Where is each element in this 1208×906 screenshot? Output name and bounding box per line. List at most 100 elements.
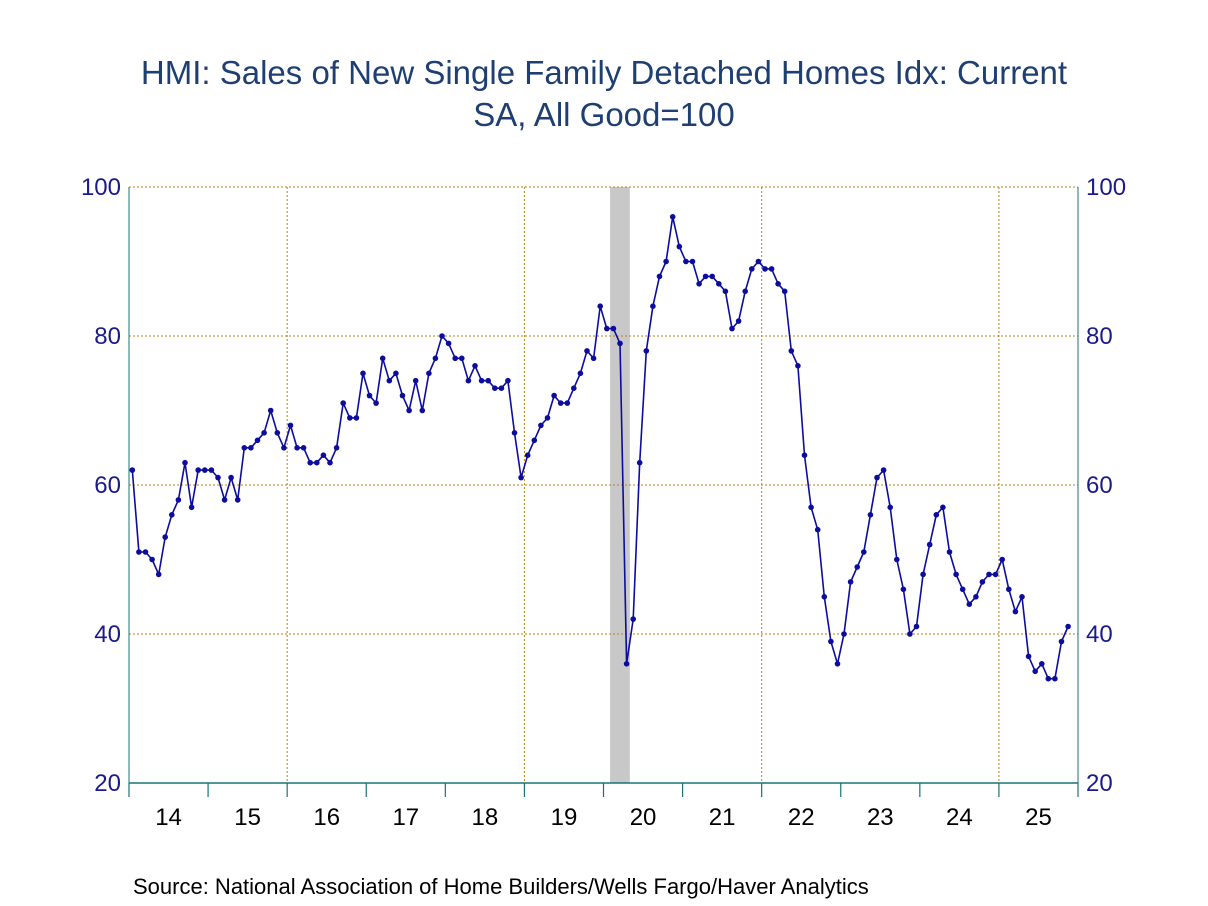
data-point [412, 377, 419, 384]
data-point [834, 661, 841, 667]
data-point [768, 266, 775, 272]
data-point [142, 549, 149, 555]
data-point [894, 556, 900, 563]
x-tick-label: 20 [630, 804, 657, 831]
data-point [287, 422, 294, 429]
data-point [709, 273, 715, 280]
data-point [1019, 594, 1025, 600]
y-tick-label-right: 100 [1086, 174, 1126, 201]
data-point [636, 459, 643, 466]
data-point [459, 355, 465, 362]
data-point [650, 303, 656, 310]
data-point [254, 437, 261, 444]
data-point [188, 504, 195, 511]
data-point [511, 430, 518, 436]
x-tick-label: 22 [788, 804, 815, 831]
data-point [571, 385, 577, 392]
data-point [933, 512, 940, 518]
data-point [716, 281, 722, 287]
data-point [307, 459, 314, 466]
data-point [228, 474, 234, 481]
data-point [861, 549, 867, 555]
data-point [195, 467, 201, 473]
y-tick-label-right: 60 [1086, 472, 1113, 499]
recession-band [610, 187, 630, 783]
data-point [234, 497, 241, 503]
data-point [854, 564, 860, 570]
data-point [926, 541, 933, 548]
data-point [814, 526, 821, 533]
data-point [656, 273, 663, 280]
data-point [472, 363, 478, 369]
data-point [689, 258, 696, 265]
data-point [874, 474, 880, 481]
x-tick-label: 23 [867, 804, 894, 831]
y-tick-label-left: 80 [94, 323, 121, 350]
data-point [221, 497, 228, 503]
data-point [445, 340, 452, 347]
x-tick-label: 15 [234, 804, 261, 831]
data-point [973, 594, 979, 600]
data-point [406, 407, 412, 414]
data-point [610, 325, 617, 332]
data-point [564, 400, 571, 406]
data-point [393, 370, 399, 377]
data-point [155, 571, 162, 578]
data-point [880, 467, 887, 473]
data-point [327, 459, 333, 466]
x-tick-label: 19 [551, 804, 578, 831]
y-tick-label-right: 80 [1086, 323, 1113, 350]
data-point [604, 325, 610, 332]
y-tick-label-left: 40 [94, 621, 121, 648]
data-point [215, 474, 221, 481]
data-point [992, 571, 999, 578]
data-point [1052, 675, 1058, 682]
data-point [347, 415, 353, 421]
chart-title-line-1: HMI: Sales of New Single Family Detached… [140, 54, 1068, 91]
data-point [913, 623, 920, 630]
data-point [274, 430, 281, 436]
data-point [485, 377, 492, 384]
data-point [162, 534, 168, 540]
data-point [340, 400, 347, 406]
data-point [907, 631, 913, 637]
data-point [544, 415, 551, 421]
data-point [953, 571, 959, 578]
data-point [399, 392, 406, 399]
y-tick-label-left: 100 [81, 174, 121, 201]
data-point [669, 214, 676, 220]
data-point [294, 445, 300, 451]
data-point [314, 459, 320, 466]
chart-plot: 20 20 40 40 60 60 80 80 100 100 14 15 16 17 18 19 20 21 22… [81, 174, 1126, 831]
data-point [366, 392, 373, 399]
data-point [828, 638, 834, 645]
data-point [439, 333, 445, 339]
data-point [538, 422, 544, 429]
data-point [755, 258, 762, 265]
data-point [617, 340, 623, 347]
data-point [169, 512, 175, 518]
data-point [241, 445, 248, 451]
data-point [281, 445, 287, 451]
data-point [1058, 638, 1065, 645]
data-point [1039, 661, 1045, 667]
x-tick-label: 14 [155, 804, 182, 831]
y-tick-label-left: 20 [94, 770, 121, 797]
data-point [781, 288, 788, 295]
series-line [131, 216, 1069, 680]
data-point [452, 355, 459, 362]
data-point [795, 363, 801, 369]
data-point [524, 452, 531, 459]
data-point [175, 497, 182, 503]
data-point [966, 601, 973, 607]
data-point [900, 586, 907, 593]
data-point [1032, 668, 1038, 675]
data-point [386, 377, 393, 384]
data-point [946, 549, 953, 555]
data-point [551, 392, 557, 399]
data-point [1025, 653, 1032, 660]
data-point [683, 258, 689, 265]
data-point [979, 579, 986, 585]
data-point [801, 452, 808, 459]
